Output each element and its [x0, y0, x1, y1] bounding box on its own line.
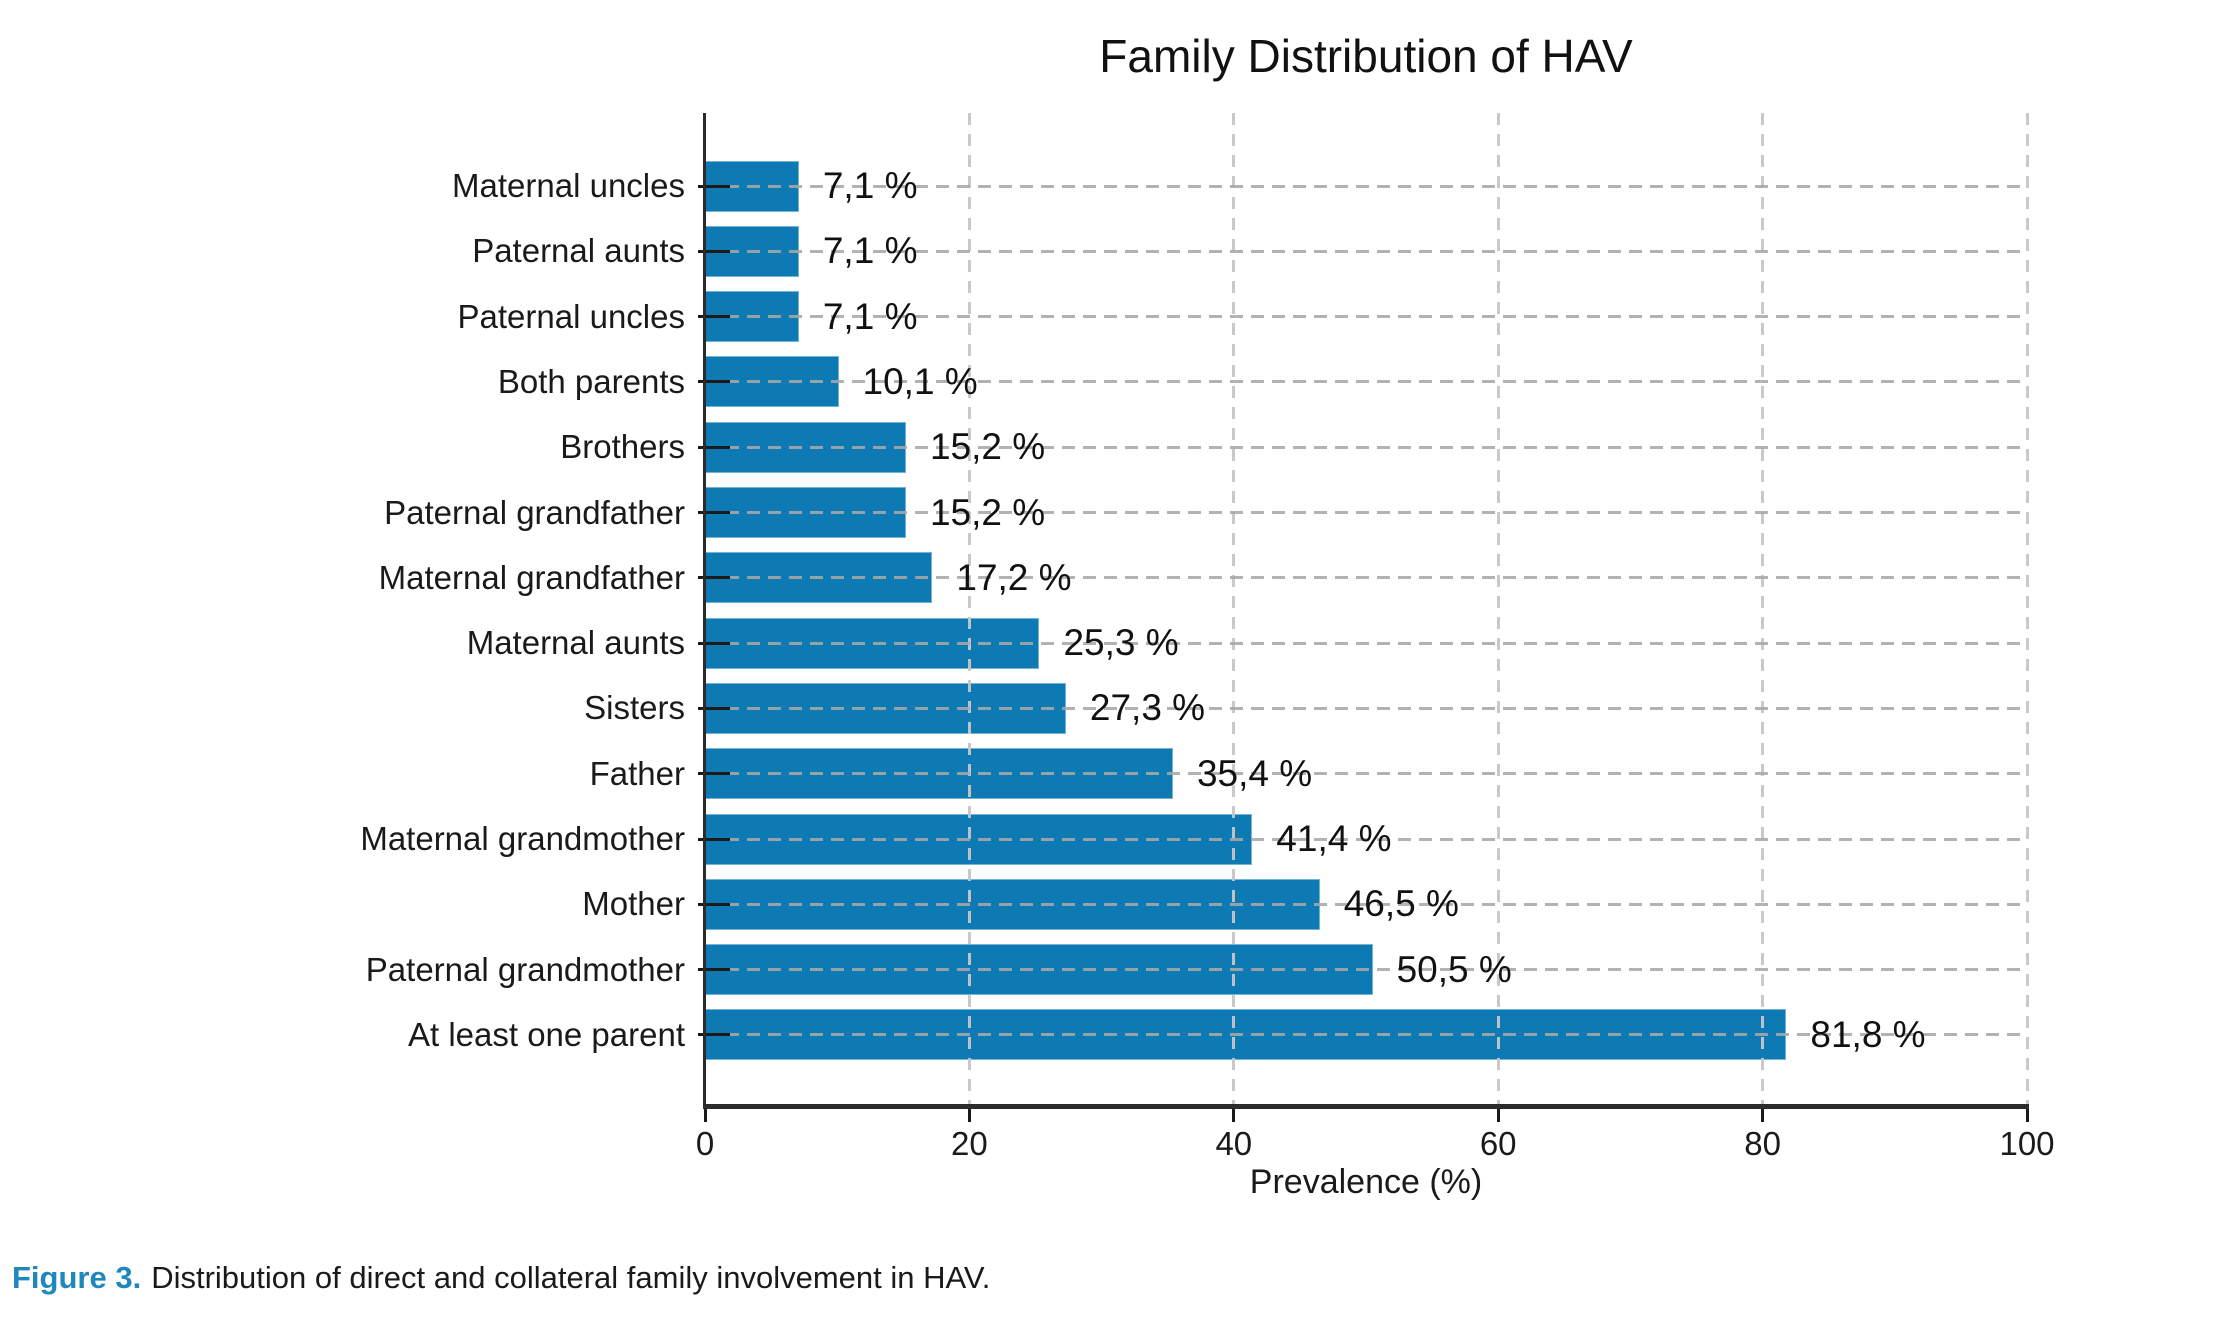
category-label: Father: [589, 754, 685, 792]
category-label: Maternal grandfather: [378, 558, 685, 596]
category-label: Brothers: [560, 428, 685, 466]
chart-title: Family Distribution of HAV: [1099, 30, 1633, 82]
x-tick-label: 0: [695, 1125, 715, 1162]
bar-value-label: 7,1 %: [822, 295, 918, 337]
bar-value-label: 27,3 %: [1089, 687, 1206, 729]
category-label: Mother: [582, 885, 685, 923]
caption-figure-label: Figure 3.: [12, 1260, 142, 1295]
x-tick-label: 40: [1215, 1125, 1253, 1162]
y-gridline: [705, 968, 2027, 972]
category-label: Maternal uncles: [452, 167, 685, 204]
category-label: At least one parent: [407, 1015, 685, 1053]
bar-value-label: 25,3 %: [1063, 622, 1179, 664]
y-tick-mark: [698, 1033, 730, 1037]
bar-value-label: 7,1 %: [822, 230, 918, 272]
y-gridline: [705, 184, 2027, 188]
y-tick-mark: [698, 249, 730, 253]
y-axis-line: [703, 113, 706, 1108]
y-tick-mark: [698, 380, 730, 384]
category-label: Paternal aunts: [472, 232, 685, 270]
y-tick-mark: [698, 837, 730, 841]
y-gridline: [705, 249, 2027, 253]
x-axis-line: [703, 1104, 2029, 1109]
y-gridline: [705, 380, 2027, 384]
y-tick-mark: [698, 706, 730, 710]
x-tick-label: 100: [1999, 1125, 2055, 1162]
category-label: Paternal uncles: [457, 297, 685, 335]
y-gridline: [705, 445, 2027, 449]
x-tick-mark: [703, 1106, 707, 1122]
x-tick-mark: [1496, 1106, 1500, 1122]
y-tick-mark: [698, 968, 730, 972]
x-tick-mark: [967, 1106, 971, 1122]
y-gridline: [705, 511, 2027, 514]
y-tick-mark: [698, 772, 730, 776]
x-tick-mark: [2025, 1106, 2029, 1122]
x-gridline: [1761, 113, 1765, 1106]
category-label: Paternal grandfather: [384, 493, 685, 531]
y-tick-mark: [698, 511, 730, 514]
bar-value-label: 15,2 %: [929, 426, 1046, 468]
y-gridline: [705, 706, 2027, 710]
bar-value-label: 17,2 %: [956, 556, 1072, 598]
y-tick-mark: [698, 445, 730, 449]
bar-value-label: 46,5 %: [1343, 883, 1459, 925]
y-gridline: [705, 641, 2027, 645]
x-tick-mark: [1761, 1106, 1765, 1122]
x-gridline: [1496, 113, 1500, 1106]
x-gridline: [1232, 113, 1236, 1106]
bar-value-label: 50,5 %: [1396, 948, 1512, 990]
bar-value-label: 81,8 %: [1810, 1013, 1926, 1055]
bar-value-label: 15,2 %: [929, 491, 1046, 533]
x-axis-title: Prevalence (%): [1249, 1163, 1483, 1201]
bar-value-label: 7,1 %: [822, 165, 918, 206]
bar-value-label: 10,1 %: [862, 360, 978, 402]
y-tick-mark: [698, 315, 730, 319]
x-tick-label: 20: [951, 1125, 988, 1162]
category-label: Paternal grandmother: [365, 950, 685, 988]
y-tick-mark: [698, 902, 730, 906]
y-gridline: [705, 315, 2027, 319]
category-label: Maternal aunts: [466, 624, 685, 662]
category-label: Maternal grandmother: [360, 820, 685, 857]
y-gridline: [705, 1033, 2027, 1037]
bar-value-label: 41,4 %: [1276, 818, 1392, 859]
x-gridline: [2025, 113, 2029, 1106]
y-gridline: [705, 576, 2027, 580]
category-label: Both parents: [497, 362, 685, 400]
y-gridline: [705, 837, 2027, 841]
x-tick-label: 60: [1479, 1125, 1517, 1162]
category-label: Sisters: [584, 689, 685, 727]
y-tick-mark: [698, 184, 730, 188]
figure-caption: Figure 3. Distribution of direct and coll…: [12, 1256, 2112, 1300]
x-tick-label: 80: [1744, 1125, 1781, 1162]
bar-value-label: 35,4 %: [1196, 752, 1313, 794]
y-gridline: [705, 772, 2027, 776]
y-gridline: [705, 902, 2027, 906]
caption-text: Distribution of direct and collateral fa…: [151, 1260, 991, 1295]
y-tick-mark: [698, 641, 730, 645]
y-tick-mark: [698, 576, 730, 580]
x-tick-mark: [1232, 1106, 1236, 1122]
x-gridline: [967, 113, 971, 1106]
